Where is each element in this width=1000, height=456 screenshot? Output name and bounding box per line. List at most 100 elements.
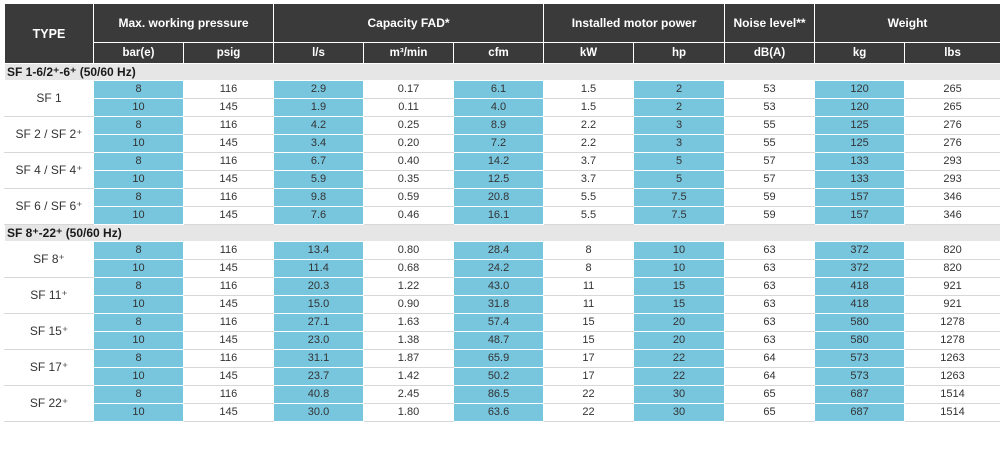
cell-weight-kg: 418 bbox=[814, 295, 906, 314]
cell-pressure-bar: 10 bbox=[93, 403, 184, 422]
cell-capacity-cfm: 24.2 bbox=[453, 259, 545, 278]
cell-motor-kw: 2.2 bbox=[543, 116, 635, 135]
cell-weight-lbs: 346 bbox=[904, 188, 1000, 207]
cell-pressure-psig: 145 bbox=[182, 367, 275, 386]
cell-capacity-cfm: 16.1 bbox=[453, 206, 545, 225]
cell-capacity-cfm: 4.0 bbox=[453, 98, 545, 117]
cell-pressure-bar: 10 bbox=[93, 367, 184, 386]
cell-weight-kg: 372 bbox=[814, 259, 906, 278]
cell-weight-lbs: 276 bbox=[904, 116, 1000, 135]
cell-motor-kw: 2.2 bbox=[543, 134, 635, 153]
table-row: 10 145 11.4 0.68 24.2 8 10 63 372 820 bbox=[5, 259, 1000, 278]
cell-motor-kw: 8 bbox=[543, 259, 635, 278]
cell-weight-lbs: 293 bbox=[904, 152, 1000, 171]
cell-weight-lbs: 1263 bbox=[904, 367, 1000, 386]
cell-capacity-ls: 20.3 bbox=[273, 277, 365, 296]
cell-pressure-psig: 116 bbox=[182, 349, 275, 368]
cell-motor-kw: 11 bbox=[543, 295, 635, 314]
cell-motor-hp: 3 bbox=[633, 134, 726, 153]
header-noise-level: Noise level** bbox=[724, 3, 816, 43]
cell-capacity-ls: 5.9 bbox=[273, 170, 365, 189]
cell-pressure-psig: 145 bbox=[182, 134, 275, 153]
cell-capacity-cfm: 8.9 bbox=[453, 116, 545, 135]
cell-capacity-cfm: 20.8 bbox=[453, 188, 545, 207]
cell-capacity-m3min: 1.87 bbox=[363, 349, 455, 368]
cell-pressure-psig: 116 bbox=[182, 313, 275, 332]
cell-weight-kg: 120 bbox=[814, 98, 906, 117]
cell-capacity-m3min: 1.22 bbox=[363, 277, 455, 296]
table-header: TYPE Max. working pressure Capacity FAD*… bbox=[4, 3, 1000, 64]
cell-capacity-m3min: 0.59 bbox=[363, 188, 455, 207]
cell-capacity-ls: 11.4 bbox=[273, 259, 365, 278]
cell-capacity-m3min: 1.63 bbox=[363, 313, 455, 332]
cell-weight-lbs: 1514 bbox=[904, 403, 1000, 422]
cell-weight-lbs: 293 bbox=[904, 170, 1000, 189]
cell-motor-hp: 7.5 bbox=[633, 188, 726, 207]
cell-capacity-ls: 3.4 bbox=[273, 134, 365, 153]
cell-pressure-psig: 116 bbox=[182, 277, 275, 296]
table-row: SF 11⁺ 8 116 20.3 1.22 43.0 11 15 63 418 921 bbox=[4, 277, 1000, 314]
cell-pressure-psig: 116 bbox=[182, 188, 275, 207]
cell-noise-dba: 63 bbox=[724, 331, 816, 350]
unit-psig: psig bbox=[182, 42, 275, 64]
table-row: 10 145 23.7 1.42 50.2 17 22 64 573 1263 bbox=[5, 367, 1000, 386]
cell-motor-kw: 15 bbox=[543, 331, 635, 350]
cell-noise-dba: 64 bbox=[724, 349, 816, 368]
cell-weight-kg: 125 bbox=[814, 116, 906, 135]
cell-capacity-m3min: 1.80 bbox=[363, 403, 455, 422]
table-row: 10 145 5.9 0.35 12.5 3.7 5 57 133 293 bbox=[5, 170, 1000, 189]
cell-noise-dba: 53 bbox=[724, 98, 816, 117]
cell-weight-kg: 133 bbox=[814, 170, 906, 189]
model-name: SF 15⁺ bbox=[4, 313, 94, 350]
cell-weight-kg: 573 bbox=[814, 367, 906, 386]
cell-capacity-ls: 9.8 bbox=[273, 188, 365, 207]
table-row: 10 145 30.0 1.80 63.6 22 30 65 687 1514 bbox=[5, 403, 1000, 422]
cell-capacity-m3min: 2.45 bbox=[363, 385, 455, 404]
cell-pressure-bar: 10 bbox=[93, 134, 184, 153]
cell-motor-hp: 7.5 bbox=[633, 206, 726, 225]
section-header-row: SF 1-6/2⁺-6⁺ (50/60 Hz) bbox=[3, 63, 1000, 81]
cell-motor-hp: 20 bbox=[633, 313, 726, 332]
unit-kw: kW bbox=[543, 42, 635, 64]
cell-pressure-bar: 8 bbox=[93, 385, 184, 404]
model-name: SF 4 / SF 4⁺ bbox=[4, 152, 94, 189]
cell-capacity-cfm: 65.9 bbox=[453, 349, 545, 368]
cell-pressure-psig: 145 bbox=[182, 259, 275, 278]
cell-weight-lbs: 921 bbox=[904, 277, 1000, 296]
cell-motor-kw: 1.5 bbox=[543, 80, 635, 99]
cell-capacity-cfm: 31.8 bbox=[453, 295, 545, 314]
cell-capacity-m3min: 0.80 bbox=[363, 241, 455, 260]
cell-pressure-psig: 145 bbox=[182, 295, 275, 314]
cell-capacity-ls: 27.1 bbox=[273, 313, 365, 332]
cell-weight-kg: 580 bbox=[814, 331, 906, 350]
cell-pressure-psig: 145 bbox=[182, 98, 275, 117]
unit-hp: hp bbox=[633, 42, 726, 64]
cell-weight-kg: 372 bbox=[814, 241, 906, 260]
cell-motor-kw: 11 bbox=[543, 277, 635, 296]
cell-noise-dba: 63 bbox=[724, 277, 816, 296]
table-row: SF 1 8 116 2.9 0.17 6.1 1.5 2 53 120 265 bbox=[4, 80, 1000, 117]
cell-capacity-m3min: 0.46 bbox=[363, 206, 455, 225]
cell-capacity-cfm: 63.6 bbox=[453, 403, 545, 422]
unit-bar-e: bar(e) bbox=[93, 42, 184, 64]
cell-pressure-psig: 145 bbox=[182, 206, 275, 225]
cell-capacity-cfm: 57.4 bbox=[453, 313, 545, 332]
cell-noise-dba: 59 bbox=[724, 206, 816, 225]
cell-weight-lbs: 346 bbox=[904, 206, 1000, 225]
cell-motor-kw: 3.7 bbox=[543, 152, 635, 171]
cell-motor-kw: 17 bbox=[543, 349, 635, 368]
cell-capacity-ls: 23.7 bbox=[273, 367, 365, 386]
cell-capacity-ls: 7.6 bbox=[273, 206, 365, 225]
cell-motor-hp: 2 bbox=[633, 80, 726, 99]
header-weight: Weight bbox=[814, 3, 1000, 43]
cell-capacity-m3min: 0.17 bbox=[363, 80, 455, 99]
cell-pressure-bar: 8 bbox=[93, 188, 184, 207]
cell-motor-hp: 3 bbox=[633, 116, 726, 135]
cell-motor-kw: 1.5 bbox=[543, 98, 635, 117]
cell-capacity-m3min: 0.11 bbox=[363, 98, 455, 117]
cell-pressure-bar: 10 bbox=[93, 206, 184, 225]
cell-capacity-ls: 13.4 bbox=[273, 241, 365, 260]
cell-weight-lbs: 265 bbox=[904, 80, 1000, 99]
cell-capacity-ls: 6.7 bbox=[273, 152, 365, 171]
cell-pressure-psig: 116 bbox=[182, 80, 275, 99]
